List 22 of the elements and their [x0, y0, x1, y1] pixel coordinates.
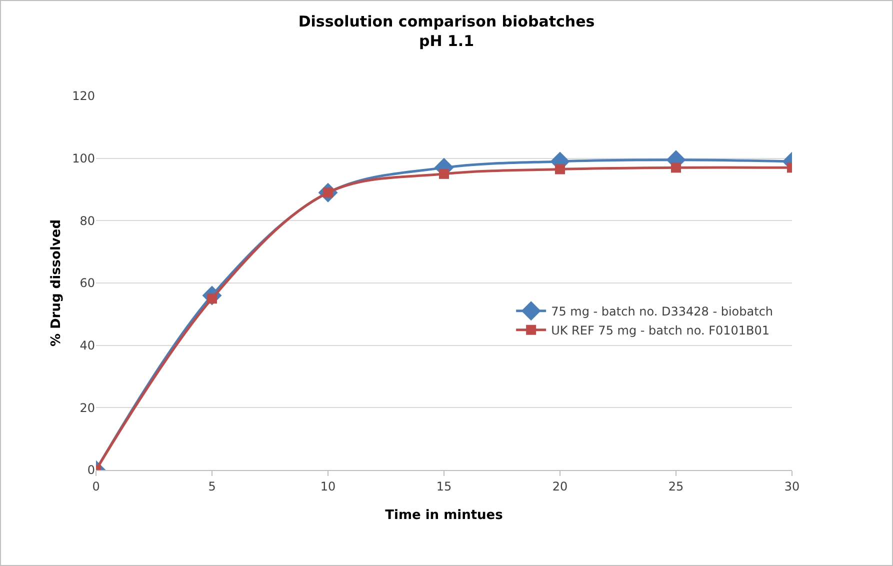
x-tick-label: 30	[784, 479, 800, 494]
x-tick-label: 10	[320, 479, 336, 494]
chart-title: Dissolution comparison biobatches	[298, 12, 595, 30]
y-tick-label: 80	[80, 214, 95, 228]
legend-label: UK REF 75 mg - batch no. F0101B01	[551, 324, 770, 338]
x-tick-label: 20	[552, 479, 568, 494]
y-axis-title: % Drug dissolved	[49, 219, 64, 347]
x-axis-title: Time in mintues	[385, 508, 504, 523]
x-tick-label: 5	[208, 479, 216, 494]
legend-label: 75 mg - batch no. D33428 - biobatch	[551, 304, 774, 319]
y-tick-label: 0	[87, 463, 95, 478]
chart-subtitle: pH 1.1	[418, 32, 474, 50]
y-tick-label: 20	[80, 400, 95, 415]
point	[439, 168, 449, 179]
x-tick-label: 25	[668, 479, 684, 494]
point	[671, 162, 681, 173]
x-tick-label: 15	[436, 479, 452, 494]
point	[555, 164, 565, 174]
y-tick-label: 100	[72, 152, 95, 166]
y-tick-label: 40	[80, 338, 95, 353]
y-tick-label: 120	[72, 89, 95, 104]
y-tick-label: 60	[80, 276, 95, 290]
